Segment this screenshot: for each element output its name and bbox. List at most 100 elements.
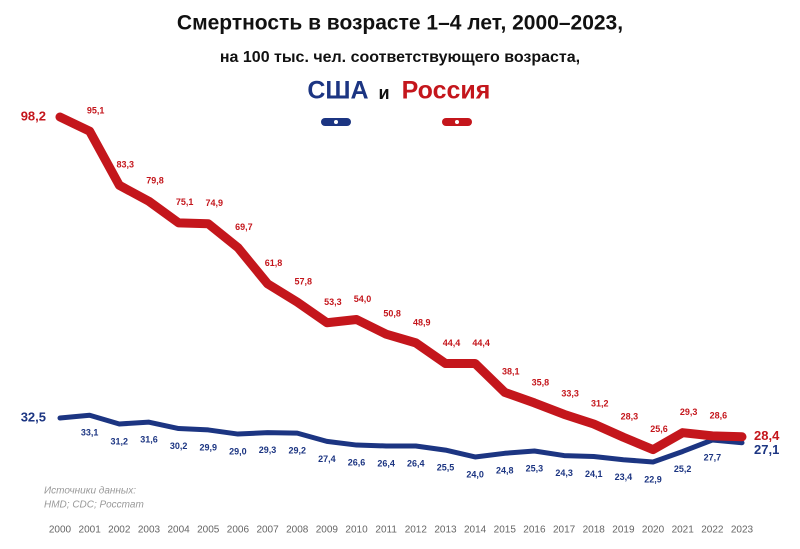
data-label: 31,6 <box>140 435 158 445</box>
data-label: 57,8 <box>294 276 312 286</box>
point <box>621 435 625 439</box>
point <box>384 332 388 336</box>
point <box>503 451 507 455</box>
data-label: 24,8 <box>496 466 514 476</box>
data-label: 30,2 <box>170 441 188 451</box>
data-label: 29,3 <box>259 445 277 455</box>
data-label: 26,4 <box>377 458 395 468</box>
x-tick-label: 2009 <box>316 525 339 536</box>
point <box>710 434 714 438</box>
data-label: 25,5 <box>437 462 455 472</box>
x-tick-label: 2011 <box>375 525 397 536</box>
x-tick-label: 2004 <box>167 525 190 536</box>
point <box>58 416 62 420</box>
x-tick-label: 2001 <box>79 525 102 536</box>
data-label: 33,3 <box>561 389 579 399</box>
point <box>88 413 92 417</box>
point <box>88 129 92 133</box>
point <box>295 300 299 304</box>
x-tick-label: 2022 <box>701 525 724 536</box>
data-label: 25,2 <box>674 464 692 474</box>
x-tick-label: 2007 <box>256 525 279 536</box>
point <box>651 448 655 452</box>
data-label: 61,8 <box>265 258 283 268</box>
data-label: 25,6 <box>650 424 668 434</box>
x-tick-label: 2013 <box>434 525 457 536</box>
data-label: 53,3 <box>324 297 342 307</box>
data-label: 23,4 <box>615 472 633 482</box>
chart-subtitle: на 100 тыс. чел. соответствующего возрас… <box>220 49 580 66</box>
point <box>443 361 447 365</box>
x-tick-label: 2000 <box>49 525 72 536</box>
data-label: 74,9 <box>205 198 223 208</box>
point <box>473 455 477 459</box>
data-label: 29,0 <box>229 446 247 456</box>
point <box>58 115 62 119</box>
point <box>325 321 329 325</box>
point <box>503 390 507 394</box>
point <box>592 455 596 459</box>
point <box>532 401 536 405</box>
data-label: 28,6 <box>710 410 728 420</box>
point <box>266 282 270 286</box>
point <box>562 412 566 416</box>
legend-label: Россия <box>402 77 491 105</box>
data-label: 28,3 <box>621 412 639 422</box>
point <box>740 435 744 439</box>
data-label: 27,7 <box>704 452 722 462</box>
point <box>147 199 151 203</box>
data-label: 29,2 <box>288 446 306 456</box>
source: Источники данных: <box>44 486 136 497</box>
point <box>562 454 566 458</box>
series-line <box>55 112 747 455</box>
x-tick-label: 2006 <box>227 525 250 536</box>
point <box>117 422 121 426</box>
x-tick-label: 2019 <box>612 525 635 536</box>
data-label: 79,8 <box>146 176 164 186</box>
data-label: 24,3 <box>555 468 573 478</box>
x-tick-label: 2015 <box>494 525 517 536</box>
point <box>147 420 151 424</box>
data-label: 22,9 <box>644 474 662 484</box>
point <box>414 341 418 345</box>
data-label: 50,8 <box>383 309 401 319</box>
data-label: 83,3 <box>117 160 135 170</box>
point <box>532 449 536 453</box>
data-label: 29,9 <box>199 442 217 452</box>
series-line <box>57 412 745 465</box>
legend-joiner: и <box>378 83 389 103</box>
data-label: 32,5 <box>21 409 46 424</box>
point <box>443 448 447 452</box>
point <box>325 439 329 443</box>
point <box>384 444 388 448</box>
data-label: 26,4 <box>407 458 425 468</box>
data-label: 98,2 <box>21 108 46 123</box>
point <box>681 449 685 453</box>
x-tick-label: 2014 <box>464 525 487 536</box>
point <box>621 458 625 462</box>
x-tick-label: 2010 <box>345 525 368 536</box>
point <box>236 432 240 436</box>
x-tick-label: 2005 <box>197 525 220 536</box>
data-label: 27,4 <box>318 454 336 464</box>
point <box>295 431 299 435</box>
legend-swatch-dot <box>334 120 338 124</box>
point <box>177 427 181 431</box>
point <box>266 431 270 435</box>
point <box>355 443 359 447</box>
x-tick-label: 2017 <box>553 525 576 536</box>
x-tick-label: 2018 <box>583 525 606 536</box>
x-tick-label: 2020 <box>642 525 665 536</box>
x-tick-label: 2016 <box>523 525 546 536</box>
x-tick-label: 2021 <box>672 525 695 536</box>
data-label: 44,4 <box>443 338 461 348</box>
data-label: 27,1 <box>754 442 779 457</box>
data-label: 44,4 <box>472 338 490 348</box>
legend-label: США <box>307 77 368 105</box>
data-label: 25,3 <box>526 463 544 473</box>
data-label: 24,1 <box>585 469 603 479</box>
point <box>651 460 655 464</box>
point <box>414 444 418 448</box>
x-tick-label: 2012 <box>405 525 428 536</box>
data-label: 33,1 <box>81 428 99 438</box>
